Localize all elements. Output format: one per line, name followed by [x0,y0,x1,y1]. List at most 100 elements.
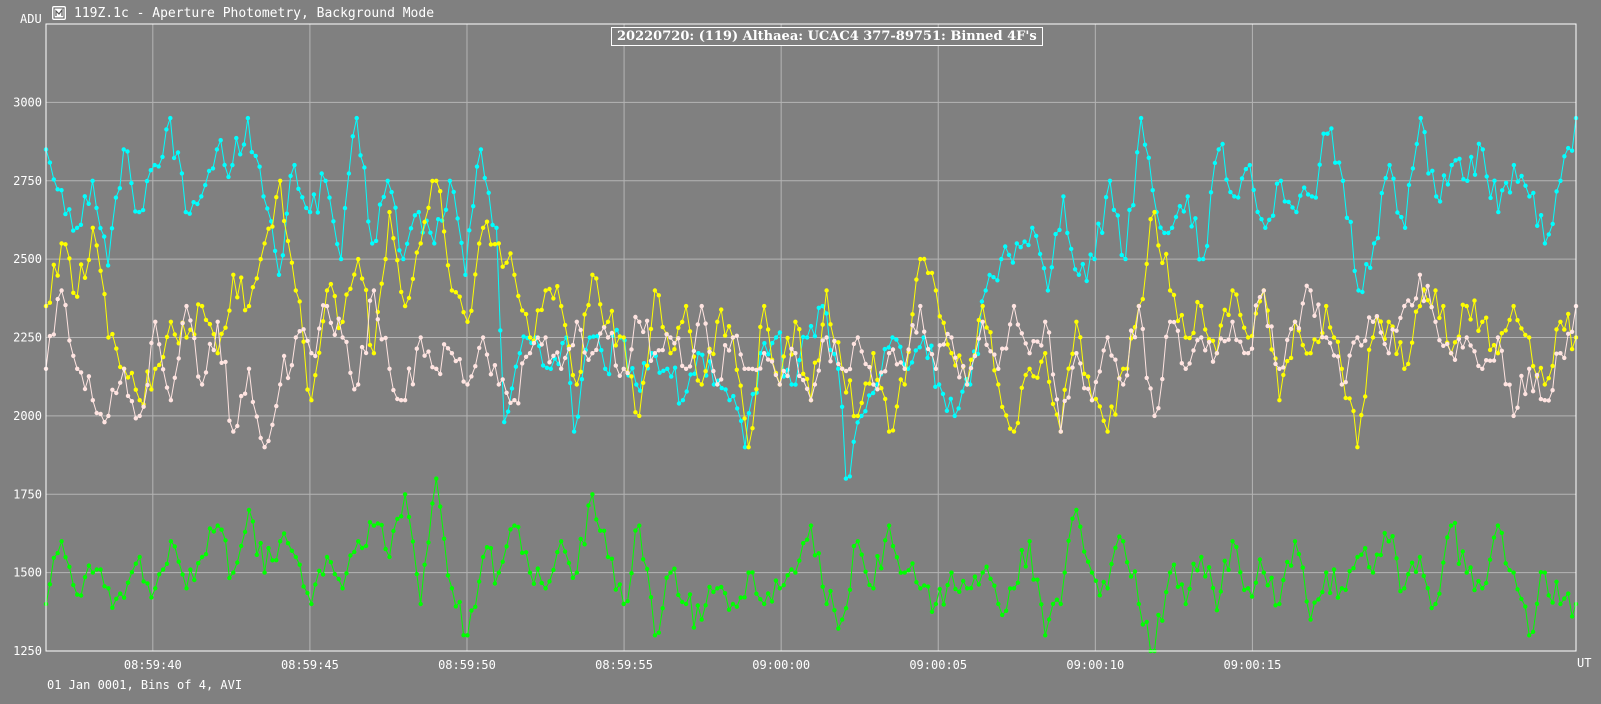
data-point [1554,351,1559,356]
data-point [1452,520,1458,526]
data-point [406,366,412,371]
data-point [149,595,154,600]
data-point [828,322,833,327]
data-point [836,340,841,345]
data-point [215,319,220,324]
data-point [863,381,868,386]
data-point [543,586,548,591]
data-point [1171,292,1177,298]
data-point [133,416,138,421]
data-point [1402,225,1408,230]
data-point [952,413,957,419]
data-point [1105,335,1110,340]
data-point [836,361,841,367]
data-point [571,429,577,434]
data-point [1491,358,1497,363]
data-point [317,326,322,331]
data-point [605,554,611,560]
data-point [555,350,560,355]
data-point [301,584,306,589]
data-point [551,567,556,573]
data-point [332,293,337,299]
data-point [746,366,751,371]
data-point [1127,207,1132,213]
data-point [1523,332,1528,338]
data-point [1374,552,1380,557]
data-point [957,589,962,594]
data-point [145,581,150,586]
data-point [894,555,900,560]
data-point [1460,345,1466,350]
data-point [160,567,166,572]
data-point [344,339,349,345]
data-point [1398,315,1403,321]
data-point [1242,350,1247,356]
data-point [1343,395,1348,401]
data-point [245,115,251,121]
data-point [496,382,501,387]
data-point [1195,338,1200,343]
data-point [1011,303,1017,309]
data-point [1109,353,1114,358]
data-point [1402,303,1407,309]
data-point [1101,579,1106,585]
data-point [443,207,449,212]
data-point [340,335,345,340]
data-point [1224,177,1229,182]
data-point [641,557,646,562]
data-point [1085,374,1091,379]
data-point [1082,549,1087,554]
data-point [59,288,64,293]
data-point [261,194,266,199]
data-point [1399,214,1404,220]
data-point [1124,373,1130,378]
data-point [824,601,829,607]
data-point [180,572,185,577]
data-point [254,414,259,419]
data-point [1327,325,1333,330]
data-point [1422,129,1427,135]
data-point [902,382,907,387]
data-point [843,606,849,611]
data-point [883,369,888,374]
data-point [399,514,404,519]
data-point [272,248,278,254]
data-point [984,342,989,347]
data-point [527,570,533,575]
data-point [55,273,60,278]
data-point [258,540,263,546]
data-point [512,523,517,528]
data-point [1065,230,1070,236]
data-point [898,377,903,382]
data-point [1103,195,1109,200]
data-point [992,352,997,357]
data-point [1179,312,1185,318]
data-point [925,584,931,589]
data-point [914,580,919,585]
data-point [371,523,377,528]
data-point [996,601,1001,607]
data-point [1019,385,1024,390]
data-point [906,347,911,352]
data-point [426,540,431,545]
data-point [1119,252,1124,258]
data-point [945,342,950,347]
data-point [1238,570,1243,575]
data-point [1053,231,1058,237]
data-point [1566,591,1571,596]
photometry-app-icon[interactable] [52,6,66,20]
data-point [1158,225,1163,230]
data-point [629,571,634,576]
data-point [110,331,115,337]
data-point [414,250,419,255]
data-point [1417,303,1423,309]
data-point [1242,587,1247,593]
data-point [1222,307,1227,312]
data-point [832,351,837,357]
data-point [1425,586,1430,591]
data-point [418,335,423,340]
data-point [1255,209,1260,215]
y-tick-label: 1250 [13,644,42,658]
data-point [402,303,408,309]
data-point [348,286,353,291]
